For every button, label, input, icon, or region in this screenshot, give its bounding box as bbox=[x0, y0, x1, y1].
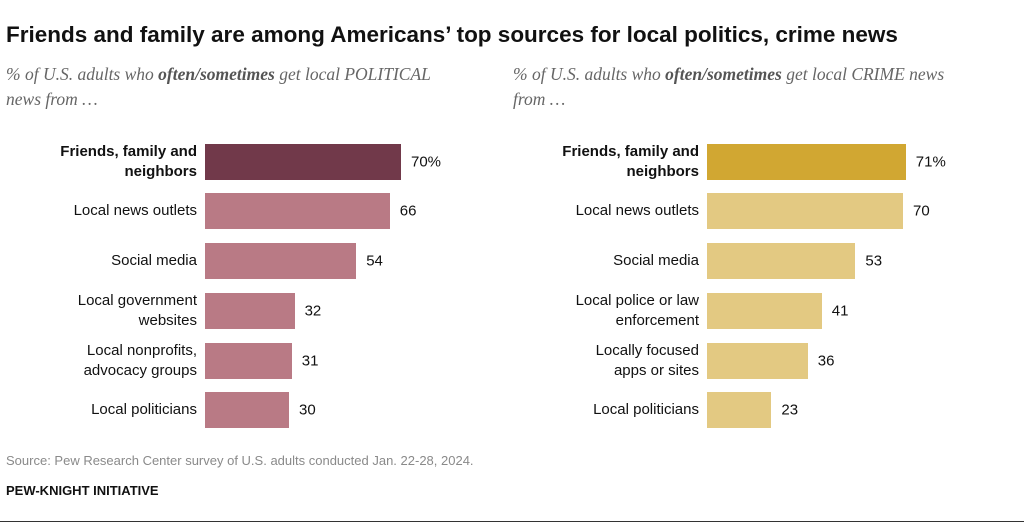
subtitle-part: get local POLITICAL news from … bbox=[6, 64, 431, 109]
subtitle-part: often/sometimes bbox=[665, 64, 782, 84]
category-label: Local nonprofits, advocacy groups bbox=[83, 342, 197, 379]
value-label: 54 bbox=[366, 252, 383, 270]
bar bbox=[205, 343, 292, 379]
subtitle-part: often/sometimes bbox=[158, 64, 275, 84]
category-label: Local politicians bbox=[593, 401, 699, 418]
value-label: 53 bbox=[865, 252, 883, 270]
category-label: Locally focused apps or sites bbox=[595, 342, 699, 379]
subtitle-part: get local CRIME news from … bbox=[513, 64, 945, 109]
bar bbox=[205, 392, 289, 428]
value-label: 66 bbox=[399, 202, 417, 220]
category-label: Local politicians bbox=[91, 401, 197, 418]
value-label: 70% bbox=[411, 153, 442, 171]
category-label: Local police or law enforcement bbox=[575, 292, 699, 329]
credit: PEW-KNIGHT INITIATIVE bbox=[6, 483, 159, 498]
value-label: 70 bbox=[913, 202, 930, 220]
bar bbox=[205, 144, 401, 180]
subtitle-part: % of U.S. adults who bbox=[6, 64, 159, 84]
chart-title: Friends and family are among Americans’ … bbox=[6, 22, 898, 47]
bar bbox=[205, 293, 295, 329]
bar bbox=[707, 193, 903, 229]
value-label: 30 bbox=[299, 401, 316, 419]
category-label: Local news outlets bbox=[73, 202, 197, 219]
category-label: Local news outlets bbox=[575, 202, 699, 219]
value-label: 23 bbox=[781, 401, 799, 419]
category-label: Social media bbox=[613, 252, 699, 269]
value-label: 31 bbox=[301, 352, 319, 370]
category-label: Local government websites bbox=[77, 292, 197, 329]
subtitle: % of U.S. adults who often/sometimes get… bbox=[513, 62, 953, 112]
value-label: 71% bbox=[915, 153, 946, 171]
value-label: 32 bbox=[304, 302, 322, 320]
source-note: Source: Pew Research Center survey of U.… bbox=[6, 453, 474, 468]
bar bbox=[205, 243, 357, 279]
bar bbox=[707, 293, 822, 329]
subtitle: % of U.S. adults who often/sometimes get… bbox=[6, 62, 446, 112]
value-label: 36 bbox=[817, 352, 835, 370]
bar bbox=[707, 144, 906, 180]
bar bbox=[205, 193, 390, 229]
category-label: Social media bbox=[111, 252, 197, 269]
value-label: 41 bbox=[831, 302, 849, 320]
bar bbox=[707, 243, 856, 279]
subtitle-part: % of U.S. adults who bbox=[513, 64, 666, 84]
bar bbox=[707, 392, 772, 428]
category-label: Friends, family and neighbors bbox=[562, 143, 699, 180]
bar bbox=[707, 343, 808, 379]
bottom-rule bbox=[0, 521, 1024, 522]
category-label: Friends, family and neighbors bbox=[60, 143, 197, 180]
